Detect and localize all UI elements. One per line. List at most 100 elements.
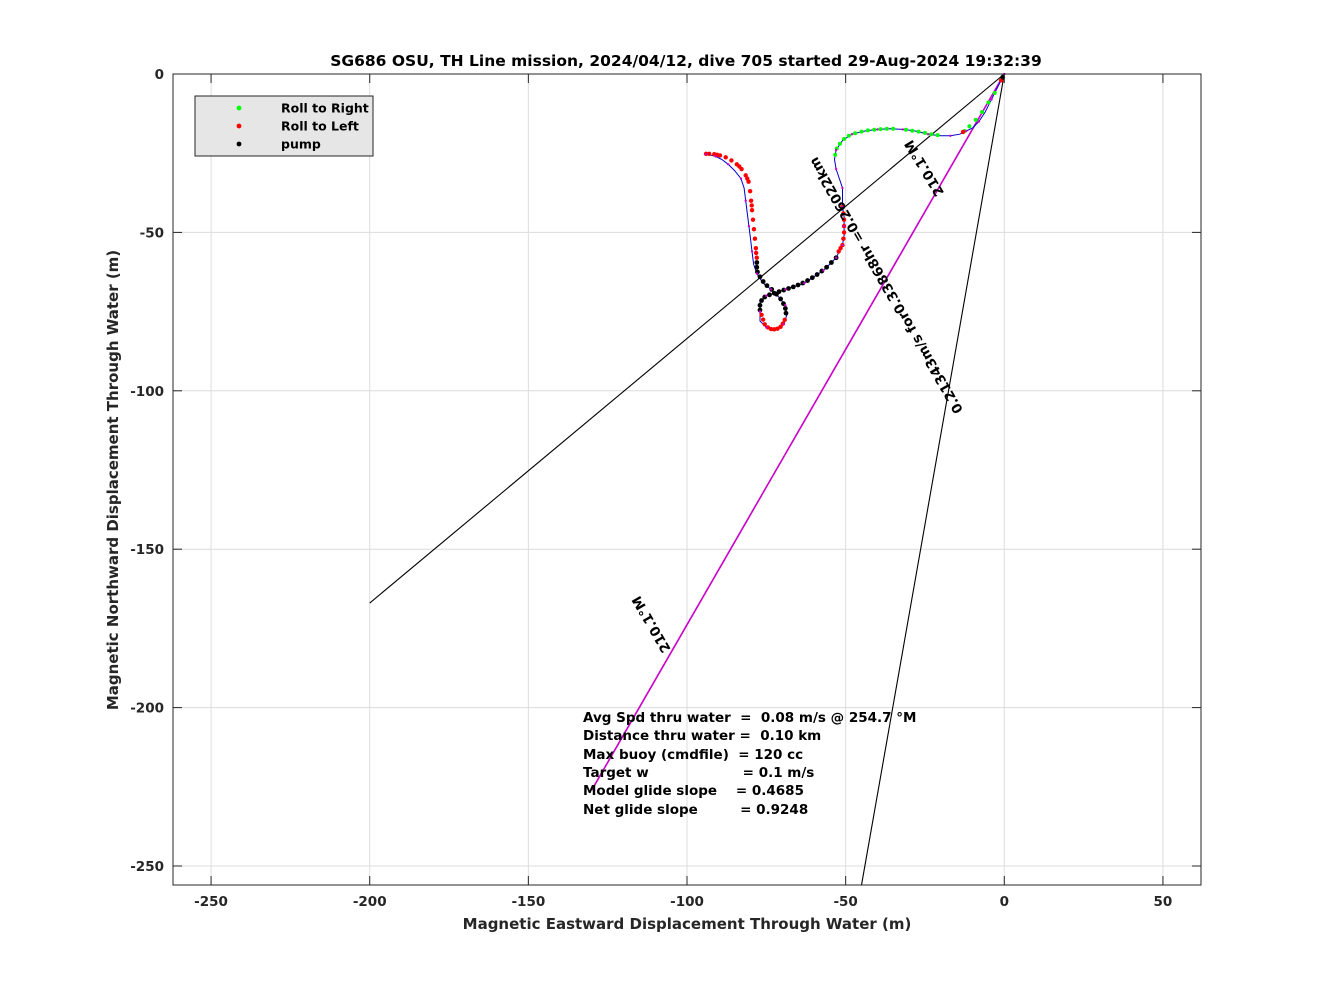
roll-right-point xyxy=(973,117,978,122)
heading-line-1 xyxy=(369,73,1005,604)
pump-point xyxy=(759,298,764,303)
track-sample-point xyxy=(784,288,787,291)
heading-line-2 xyxy=(860,73,1005,886)
x-tick-label: 0 xyxy=(1000,894,1009,910)
roll-left-point xyxy=(836,249,841,254)
roll-right-point xyxy=(929,132,934,137)
roll-left-point xyxy=(707,151,712,157)
legend-marker-pump xyxy=(236,141,242,147)
track-points xyxy=(703,72,1006,332)
y-tick-label: -100 xyxy=(130,384,164,400)
pump-point xyxy=(757,302,763,308)
track-sample-point xyxy=(784,304,787,307)
legend: Roll to Right Roll to Left pump xyxy=(194,95,374,157)
roll-right-point xyxy=(846,133,851,138)
track-sample-point xyxy=(850,132,854,136)
roll-right-point xyxy=(967,124,972,129)
pump-point xyxy=(760,279,766,284)
pump-point xyxy=(754,260,760,265)
roll-left-point xyxy=(729,158,734,163)
roll-left-point xyxy=(745,176,750,181)
track-sample-point xyxy=(834,256,838,259)
roll-left-point xyxy=(760,317,766,322)
stats-block: Avg Spd thru water = 0.08 m/s @ 254.7 °M… xyxy=(583,710,916,818)
current-line-overlay xyxy=(591,73,1005,791)
legend-label-roll-right: Roll to Right xyxy=(281,101,369,116)
chart-title: SG686 OSU, TH Line mission, 2024/04/12, … xyxy=(330,52,1042,70)
roll-right-point xyxy=(935,133,940,138)
stat-target-w: Target w = 0.1 m/s xyxy=(583,765,814,781)
x-axis-label: Magnetic Eastward Displacement Through W… xyxy=(463,915,912,933)
y-tick-label: -200 xyxy=(130,701,164,717)
track-sample-point xyxy=(842,224,846,228)
track-sample-point xyxy=(841,205,844,209)
track-sample-point xyxy=(834,167,838,171)
roll-right-point xyxy=(891,126,896,131)
pump-point xyxy=(778,296,783,302)
track-sample-point xyxy=(926,132,930,136)
track-sample-point xyxy=(834,148,838,152)
pump-point xyxy=(800,280,806,286)
axis-ticks: -250 -200 -150 -100 -50 0 50 0 -50 -100 -150 -200 -2… xyxy=(130,67,1201,910)
x-tick-label: -200 xyxy=(353,894,387,910)
track-sample-point xyxy=(704,152,708,156)
roll-left-point xyxy=(778,324,783,330)
track-sample-point xyxy=(990,98,993,101)
y-tick-label: -150 xyxy=(130,542,164,558)
roll-left-point xyxy=(775,326,780,331)
roll-right-point xyxy=(910,128,915,133)
pump-point xyxy=(828,260,834,265)
y-axis-label: Magnetic Northward Displacement Through … xyxy=(104,250,122,710)
track-sample-point xyxy=(765,326,768,329)
plot-area: 210.1°M0.21343m/s for0.33868hr =0.26022k… xyxy=(130,67,1202,910)
track-sample-point xyxy=(744,199,747,202)
roll-left-point xyxy=(723,155,728,160)
pump-point xyxy=(757,274,763,280)
roll-left-point xyxy=(841,217,847,222)
pump-point xyxy=(786,286,791,291)
x-tick-label: -50 xyxy=(833,894,857,910)
roll-left-point xyxy=(749,203,754,208)
roll-right-point xyxy=(884,126,889,131)
pump-point xyxy=(767,292,772,298)
roll-left-point xyxy=(737,164,742,169)
legend-label-pump: pump xyxy=(281,137,321,152)
roll-right-point xyxy=(865,128,870,133)
pump-point xyxy=(757,307,763,313)
pump-point xyxy=(782,306,788,311)
pump-point xyxy=(783,310,789,316)
roll-left-point xyxy=(759,312,764,317)
roll-right-point xyxy=(837,141,842,146)
pump-point xyxy=(795,282,801,288)
track-sample-point xyxy=(758,310,762,313)
roll-left-point xyxy=(838,246,843,251)
track-sample-point xyxy=(739,177,743,180)
track-sample-point xyxy=(803,281,806,285)
roll-left-point xyxy=(751,227,757,232)
roll-left-point xyxy=(768,326,774,332)
x-tick-label: -100 xyxy=(670,894,704,910)
roll-left-point xyxy=(753,246,759,251)
roll-left-point xyxy=(750,217,756,222)
x-tick-label: -250 xyxy=(194,894,228,910)
track-sample-point xyxy=(949,134,952,137)
pump-point xyxy=(764,283,770,289)
stat-model-glide-slope: Model glide slope = 0.4685 xyxy=(583,783,804,799)
roll-left-point xyxy=(749,208,755,213)
roll-left-point xyxy=(753,250,759,256)
legend-marker-roll-right xyxy=(236,105,242,111)
pump-point xyxy=(754,264,760,270)
roll-right-point xyxy=(992,91,997,96)
stat-net-glide-slope: Net glide slope = 0.9248 xyxy=(583,802,808,818)
track-sample-point xyxy=(782,323,785,326)
track-sample-point xyxy=(822,269,825,272)
roll-right-point xyxy=(980,110,985,115)
roll-right-point xyxy=(833,152,838,157)
roll-right-point xyxy=(916,129,921,134)
track-sample-point xyxy=(901,128,904,131)
pump-point xyxy=(814,272,820,277)
roll-right-point xyxy=(872,127,877,132)
y-tick-label: -250 xyxy=(130,859,164,875)
roll-right-point xyxy=(842,136,847,141)
roll-right-point xyxy=(986,100,991,105)
